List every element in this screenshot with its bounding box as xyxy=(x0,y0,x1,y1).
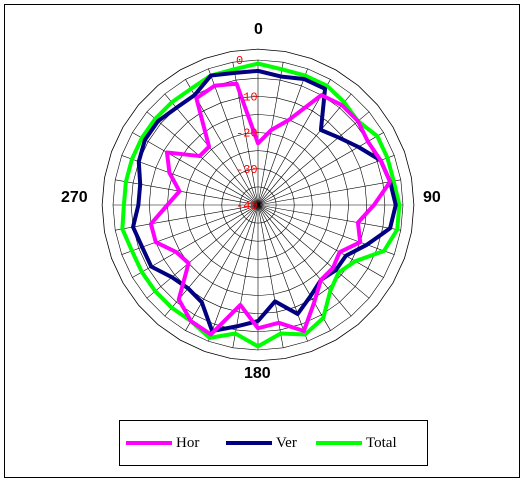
legend-item-ver: Ver xyxy=(226,421,297,465)
ring--25 xyxy=(203,150,313,260)
series-total xyxy=(120,61,402,349)
polar-chart: 0 -10 -20 -30 -40 xyxy=(101,48,415,362)
ring--10 xyxy=(148,95,368,315)
angle-label-270: 270 xyxy=(61,189,88,206)
ring--15 xyxy=(167,114,349,296)
legend-swatch-total xyxy=(316,441,362,445)
legend-label-total: Total xyxy=(366,434,397,451)
ring--20 xyxy=(185,132,331,278)
radial-tick-label: -10 xyxy=(236,90,258,104)
radial-tick-label: -30 xyxy=(236,163,258,177)
radial-tick-label: -20 xyxy=(236,127,258,141)
radial-tick-label: 0 xyxy=(236,54,243,68)
angle-label-90: 90 xyxy=(423,189,441,206)
series-layer xyxy=(120,61,402,349)
series-ver xyxy=(131,68,398,334)
legend: Hor Ver Total xyxy=(119,420,428,466)
ring-5 xyxy=(101,48,415,362)
radial-tick-label: -40 xyxy=(236,199,258,213)
legend-label-ver: Ver xyxy=(276,434,297,451)
chart-frame: 0 -10 -20 -30 -40 0 90 180 270 Hor Ver Total xyxy=(4,4,520,478)
legend-item-total: Total xyxy=(316,421,397,465)
angle-label-0: 0 xyxy=(254,21,263,38)
ring-0 xyxy=(112,59,404,351)
radial-tick-labels: 0 -10 -20 -30 -40 xyxy=(236,54,258,213)
legend-swatch-hor xyxy=(126,441,172,445)
angle-label-180: 180 xyxy=(244,365,271,382)
ring--35 xyxy=(239,186,277,224)
legend-label-hor: Hor xyxy=(176,434,200,451)
polar-grid xyxy=(101,48,415,362)
legend-swatch-ver xyxy=(226,441,272,445)
series-hor xyxy=(148,81,393,337)
ring--30 xyxy=(221,168,295,242)
legend-item-hor: Hor xyxy=(126,421,199,465)
